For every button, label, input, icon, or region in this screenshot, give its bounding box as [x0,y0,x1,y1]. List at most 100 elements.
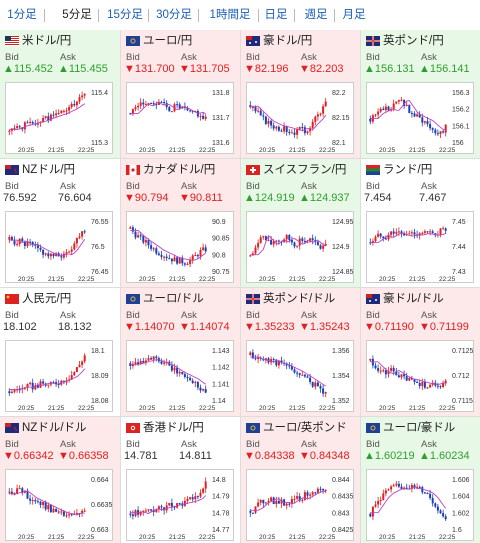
mini-chart[interactable]: 124.95 124.9 124.85 20:25 21:25 22:25 [246,211,354,283]
candle-body [194,111,197,113]
ask-label: Ask [60,181,76,192]
tab-7[interactable]: 週足 [304,9,328,21]
mini-chart[interactable]: 115.4 115.3 20:25 21:25 22:25 [5,82,113,154]
mini-chart[interactable]: 7.45 7.44 7.43 20:25 21:25 22:25 [366,211,474,283]
tab-separator [198,9,199,22]
y-tick-label: 7.44 [452,244,466,251]
mini-chart[interactable]: 14.8 14.79 14.78 14.77 20:25 21:25 22:25 [126,469,234,541]
eu-flag-icon [246,422,260,438]
ask-price: ▲156.141 [419,63,470,75]
candle-body [275,359,278,366]
mini-chart[interactable]: 82.2 82.15 82.1 20:25 21:25 22:25 [246,82,354,154]
currency-panel[interactable]: 豪ドル/ドル Bid Ask ▼0.71190 ▼0.71199 0.7125 0.712 0… [361,288,480,416]
currency-panel[interactable]: ランド/円 Bid Ask 7.454 7.467 7.45 7.44 7.43 20:25 21… [361,159,480,287]
pair-name[interactable]: 豪ドル/ドル [383,293,444,305]
candle-body [257,357,260,359]
ca-flag-icon [126,164,140,180]
pair-name[interactable]: 人民元/円 [22,293,72,305]
candle-body [306,131,309,134]
tab-2[interactable]: 5分足 [62,9,92,21]
pair-title[interactable]: ランド/円 [366,162,432,178]
pair-title[interactable]: ユーロ/英ポンド [246,420,347,436]
candle-body [379,233,382,237]
currency-panel[interactable]: ユーロ/ドル Bid Ask ▼1.14070 ▼1.14074 1.143 1.142 1.… [121,288,240,416]
currency-panel[interactable]: 豪ドル/円 Bid Ask ▼82.196 ▼82.203 82.2 82.15 82.1 20… [241,30,360,158]
y-tick-label: 7.43 [452,269,466,276]
pair-title[interactable]: ユーロ/豪ドル [366,420,455,436]
mini-chart[interactable]: 131.8 131.7 131.6 20:25 21:25 22:25 [126,82,234,154]
currency-panel[interactable]: 英ポンド/円 Bid Ask ▲156.131 ▲156.141 156.3 156.2 15… [361,30,480,158]
currency-panel[interactable]: NZドル/ドル Bid Ask ▼0.66342 ▼0.66358 0.664 0.6635… [0,417,120,543]
pair-title[interactable]: NZドル/ドル [5,420,87,436]
pair-name[interactable]: 豪ドル/円 [263,35,313,47]
pair-title[interactable]: 香港ドル/円 [126,420,204,436]
pair-name[interactable]: 英ポンド/円 [383,35,444,47]
tab-1[interactable]: 1分足 [7,9,37,21]
pair-name[interactable]: 香港ドル/円 [143,422,204,434]
pair-name[interactable]: ランド/円 [383,164,433,176]
candle-body [196,382,199,388]
currency-panel[interactable]: NZドル/円 Bid Ask 76.592 76.604 76.55 76.5 76.45 20… [0,159,120,287]
pair-title[interactable]: 英ポンド/ドル [246,291,335,307]
pair-name[interactable]: NZドル/円 [22,164,76,176]
pair-name[interactable]: スイスフラン/円 [263,164,347,176]
bid-ask-labels: Bid Ask [246,310,354,322]
pair-name[interactable]: 米ドル/円 [22,35,72,47]
bid-price: ▲1.60219 [364,450,415,462]
pair-title[interactable]: 人民元/円 [5,291,71,307]
pair-name[interactable]: ユーロ/ドル [143,293,204,305]
pair-name[interactable]: NZドル/ドル [22,422,87,434]
candle-body [176,367,179,374]
y-tick-label: 18.08 [91,398,109,405]
currency-panel[interactable]: スイスフラン/円 Bid Ask ▲124.919 ▲124.937 124.95 124.… [241,159,360,287]
tab-6[interactable]: 日足 [264,9,288,21]
pair-title[interactable]: NZドル/円 [5,162,75,178]
mini-chart[interactable]: 18.1 18.09 18.08 20:25 21:25 22:25 [5,340,113,412]
tab-8[interactable]: 月足 [342,9,366,21]
candle-body [34,244,37,246]
moving-average-line [130,229,206,261]
pair-name[interactable]: カナダドル/円 [143,164,216,176]
pair-name[interactable]: ユーロ/英ポンド [263,422,347,434]
pair-title[interactable]: ユーロ/ドル [126,291,204,307]
mini-chart[interactable]: 0.7125 0.712 0.7115 20:25 21:25 22:25 [366,340,474,412]
pair-name[interactable]: ユーロ/豪ドル [383,422,456,434]
mini-chart[interactable]: 90.9 90.85 90.8 90.75 20:25 21:25 22:25 [126,211,234,283]
ask-price: ▼1.35243 [299,321,350,333]
pair-name[interactable]: ユーロ/円 [143,35,193,47]
tab-4[interactable]: 30分足 [156,9,192,21]
pair-title[interactable]: 豪ドル/ドル [366,291,444,307]
mini-chart[interactable]: 76.55 76.5 76.45 20:25 21:25 22:25 [5,211,113,283]
mini-chart[interactable]: 1.143 1.142 1.141 1.14 20:25 21:25 22:25 [126,340,234,412]
candlestick-chart-svg: 90.9 90.85 90.8 90.75 20:25 21:25 22:25 [129,219,230,283]
candle-body [377,500,380,505]
candle-body [70,375,73,380]
pair-title[interactable]: 英ポンド/円 [366,33,444,49]
pair-title[interactable]: 米ドル/円 [5,33,71,49]
currency-panel[interactable]: ユーロ/豪ドル Bid Ask ▲1.60219 ▲1.60234 1.606 1.604 1… [361,417,480,543]
currency-panel[interactable]: 香港ドル/円 Bid Ask 14.781 14.811 14.8 14.79 14.78 14… [121,417,240,543]
y-tick-label: 0.664 [91,477,109,484]
currency-panel[interactable]: ユーロ/英ポンド Bid Ask ▼0.84338 ▼0.84348 0.844 0.843… [241,417,360,543]
mini-chart[interactable]: 1.356 1.354 1.352 20:25 21:25 22:25 [246,340,354,412]
candle-body [194,382,197,384]
currency-panel[interactable]: ユーロ/円 Bid Ask ▼131.700 ▼131.705 131.8 131.7 131… [121,30,240,158]
currency-panel[interactable]: 米ドル/円 Bid Ask ▲115.452 ▲115.455 115.4 115.3 20:… [0,30,120,158]
pair-name[interactable]: 英ポンド/ドル [263,293,336,305]
tab-5[interactable]: 1時間足 [209,9,251,21]
currency-panel[interactable]: カナダドル/円 Bid Ask ▼90.794 ▼90.811 90.9 90.85 90.8… [121,159,240,287]
pair-title[interactable]: 豪ドル/円 [246,33,312,49]
mini-chart[interactable]: 0.664 0.6635 0.663 20:25 21:25 22:25 [5,469,113,541]
pair-title[interactable]: ユーロ/円 [126,33,192,49]
currency-panel[interactable]: 人民元/円 Bid Ask 18.102 18.132 18.1 18.09 18.08 20:… [0,288,120,416]
mini-chart[interactable]: 156.3 156.2 156.1 156 20:25 21:25 22:25 [366,82,474,154]
y-tick-label: 90.9 [212,219,226,226]
currency-panel[interactable]: 英ポンド/ドル Bid Ask ▼1.35233 ▼1.35243 1.356 1.354 1… [241,288,360,416]
pair-title[interactable]: カナダドル/円 [126,162,215,178]
mini-chart[interactable]: 0.844 0.8435 0.843 0.8425 20:25 21:25 22:25 [246,469,354,541]
candle-body [181,372,184,375]
candle-body [31,500,34,502]
pair-title[interactable]: スイスフラン/円 [246,162,346,178]
tab-3[interactable]: 15分足 [107,9,143,21]
mini-chart[interactable]: 1.606 1.604 1.602 1.6 20:25 21:25 22:25 [366,469,474,541]
